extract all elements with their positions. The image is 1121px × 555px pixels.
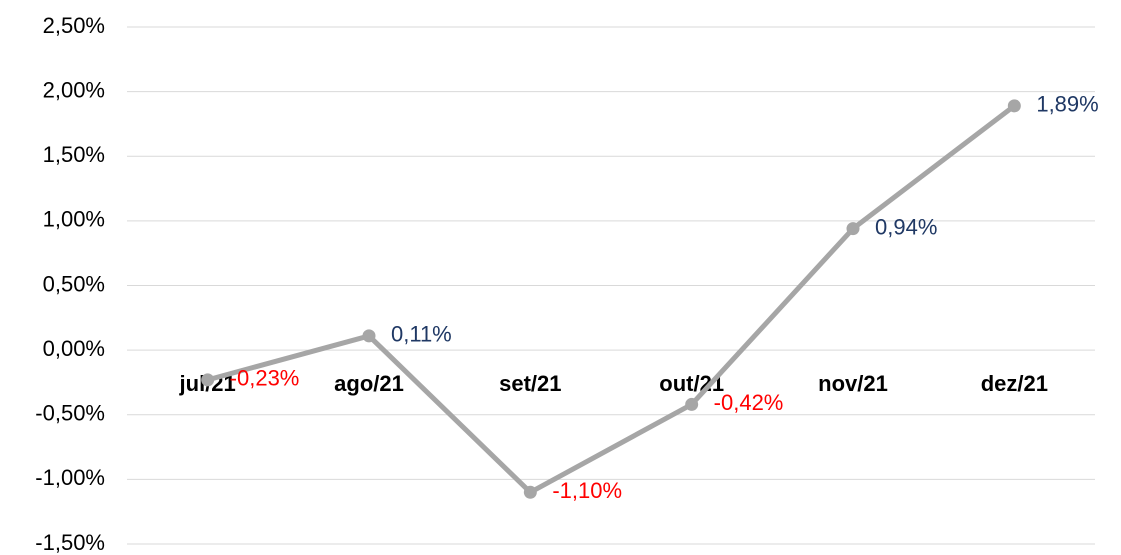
point	[846, 222, 860, 236]
x-tick-label: dez/21	[981, 371, 1048, 396]
data-label: -1,10%	[552, 478, 622, 503]
y-tick-label: 0,50%	[43, 271, 105, 296]
point	[362, 329, 376, 343]
data-label: 1,89%	[1036, 92, 1098, 117]
x-tick-label: nov/21	[818, 371, 888, 396]
x-tick-label: set/21	[499, 371, 561, 396]
y-tick-label: -0,50%	[35, 401, 105, 426]
data-label: 0,11%	[391, 322, 452, 347]
y-tick-label: 1,00%	[43, 207, 105, 232]
data-label: -0,42%	[714, 390, 784, 415]
point	[685, 397, 699, 411]
y-tick-label: 2,50%	[43, 13, 105, 38]
data-label: 0,94%	[875, 214, 937, 239]
point	[1007, 99, 1021, 113]
data-label: -0,23%	[230, 366, 300, 391]
y-tick-label: 1,50%	[43, 142, 105, 167]
line	[207, 103, 1016, 495]
y-tick-label: 2,00%	[43, 77, 105, 102]
y-tick-label: 0,00%	[43, 336, 105, 361]
x-tick-label: ago/21	[334, 371, 404, 396]
point	[201, 373, 215, 387]
y-tick-label: -1,00%	[35, 465, 105, 490]
point	[523, 485, 537, 499]
y-tick-label: -1,50%	[35, 530, 105, 555]
